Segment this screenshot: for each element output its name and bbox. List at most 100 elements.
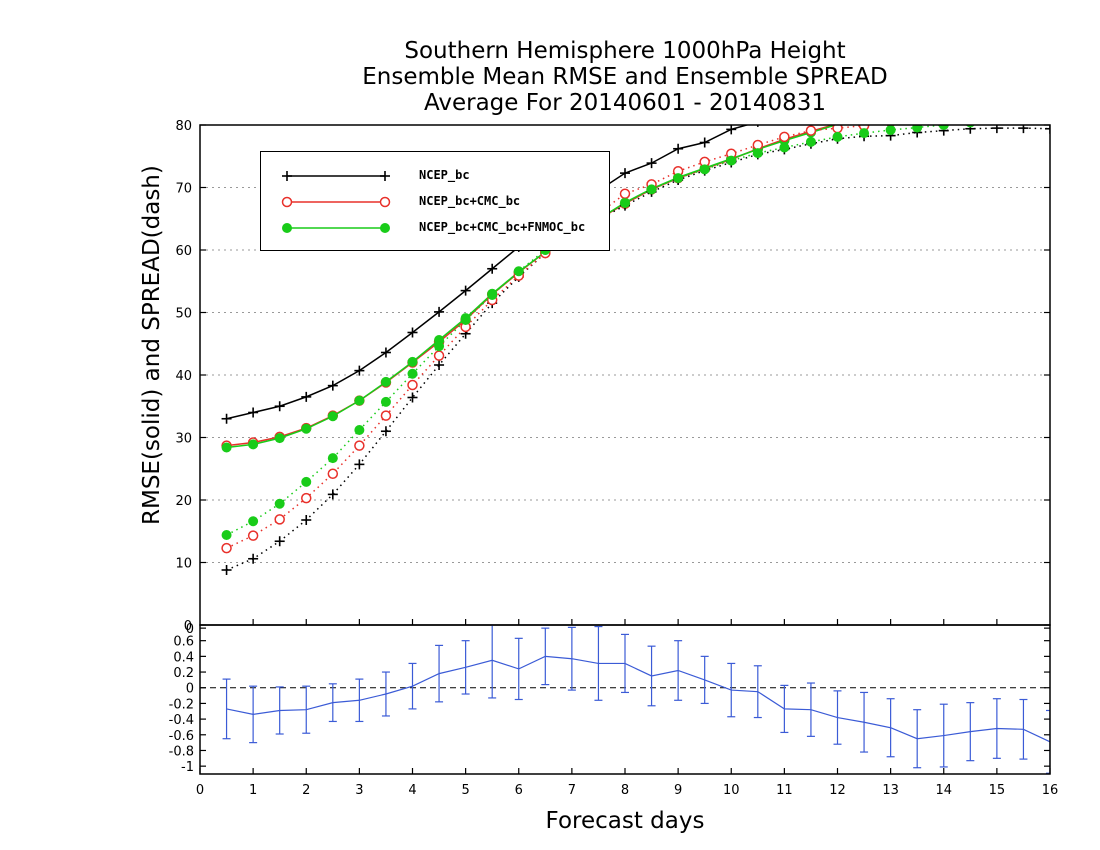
error-bar [700, 655, 709, 705]
data-point [699, 164, 710, 175]
rmse-line [226, 125, 750, 420]
error-bar [461, 640, 470, 695]
data-point [221, 530, 232, 540]
upper-y-axis: 0 10 20 30 40 50 60 70 80 [175, 119, 1050, 634]
legend-label: NCEP_bc+CMC_bc [419, 194, 521, 208]
error-bar [222, 678, 231, 740]
difference-line [226, 655, 1050, 743]
legend-item: NCEP_bc+CMC_bc [261, 190, 609, 214]
data-point [274, 514, 285, 525]
data-point [992, 115, 1002, 125]
data-point [779, 142, 790, 153]
data-point [301, 391, 312, 402]
x-tick-label: 13 [882, 783, 899, 798]
data-point [407, 379, 418, 391]
y-tick-label: -0.2 [169, 697, 194, 712]
data-point [619, 188, 631, 199]
spread-line [226, 125, 874, 549]
y-tick-label: 70 [175, 182, 192, 197]
data-point [1045, 125, 1050, 134]
data-point [380, 376, 391, 387]
data-point [620, 198, 630, 209]
x-tick-label: 2 [302, 783, 310, 798]
data-point [726, 125, 737, 135]
x-tick-label: 11 [776, 783, 793, 798]
data-point [991, 125, 1002, 134]
data-point [327, 489, 338, 500]
error-bar [886, 698, 895, 758]
legend-label: NCEP_bc [419, 168, 470, 182]
x-tick-label: 7 [568, 783, 576, 798]
error-bar [408, 662, 417, 710]
data-point [938, 125, 949, 130]
x-tick-label: 4 [408, 783, 416, 798]
open-circle-marker-icon [281, 196, 391, 208]
rmse-line [226, 125, 836, 447]
error-bar [567, 626, 576, 691]
y-tick-label: 30 [175, 432, 192, 447]
y-tick-label: -0.6 [169, 729, 194, 744]
error-bar [939, 703, 948, 768]
error-bar [780, 684, 789, 734]
data-point [407, 327, 418, 338]
error-bar [355, 678, 364, 723]
x-axis-label: Forecast days [545, 808, 705, 834]
data-point [620, 168, 630, 179]
x-tick-label: 1 [249, 783, 257, 798]
data-point [274, 401, 285, 412]
data-point [859, 128, 870, 139]
y-tick-label: 0 [184, 619, 192, 634]
data-point [407, 368, 418, 379]
error-bar [275, 686, 284, 735]
y-tick-label: 0 [186, 622, 194, 637]
data-point [487, 263, 498, 274]
data-point [433, 350, 445, 361]
data-point [274, 433, 285, 444]
data-point [354, 440, 365, 451]
legend-item: NCEP_bc [261, 164, 609, 188]
data-point [301, 515, 312, 525]
filled-circle-marker-icon [282, 223, 390, 233]
data-point [301, 423, 312, 434]
data-point [407, 392, 418, 403]
rmse-line [226, 125, 839, 449]
error-bar [806, 682, 815, 737]
data-point [327, 453, 338, 464]
plus-marker-icon [282, 171, 390, 181]
error-bar [594, 625, 603, 701]
data-point [434, 360, 445, 370]
error-bar [488, 625, 497, 699]
data-point [832, 131, 843, 142]
data-point [327, 380, 338, 391]
data-point [301, 476, 312, 487]
data-point [380, 396, 391, 407]
legend-item: NCEP_bc+CMC_bc+FNMOC_bc [261, 216, 609, 240]
y-axis-label: RMSE(solid) and SPREAD(dash) [139, 165, 165, 525]
error-bar [913, 709, 922, 769]
y-tick-label: 0.2 [173, 666, 194, 681]
y-tick-label: 60 [175, 244, 192, 259]
data-point [434, 306, 445, 317]
x-tick-label: 0 [196, 783, 204, 798]
data-point [354, 365, 365, 376]
data-point [327, 468, 339, 479]
chart-title-line-3: Average For 20140601 - 20140831 [423, 90, 827, 116]
y-tick-label: 80 [175, 119, 192, 134]
y-tick-label: -0.4 [169, 713, 194, 728]
data-point [274, 536, 285, 547]
data-point [354, 459, 365, 470]
error-bar [833, 690, 842, 745]
data-point [354, 395, 365, 406]
error-bar [1019, 698, 1028, 760]
y-tick-label: -1 [181, 760, 194, 775]
data-point [646, 184, 657, 195]
data-point [726, 155, 737, 166]
legend: NCEP_bc NCEP_bc+CMC_bc NCEP_bc+CMC_bc+FN… [260, 151, 610, 251]
x-tick-label: 12 [829, 783, 846, 798]
data-point [301, 492, 312, 504]
data-point [248, 553, 259, 564]
data-point [248, 439, 259, 450]
data-point [221, 565, 232, 575]
lower-plot-frame [199, 624, 1051, 775]
